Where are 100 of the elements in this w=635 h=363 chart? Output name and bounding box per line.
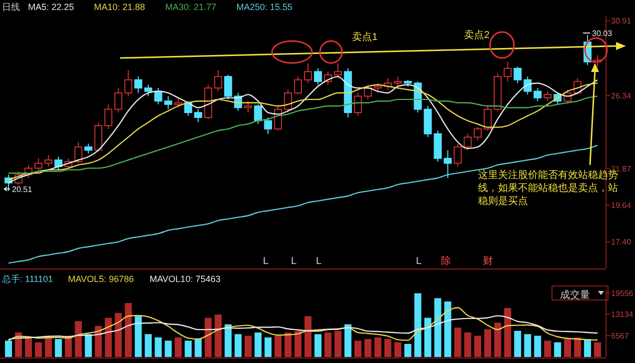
bar xyxy=(584,339,592,357)
annotation: L xyxy=(416,256,422,267)
bar xyxy=(504,308,512,357)
y-tick-label: 21.87 xyxy=(611,164,632,174)
candlestick xyxy=(514,66,522,84)
bar xyxy=(24,337,32,357)
candlestick xyxy=(464,133,472,151)
annotation: L xyxy=(316,256,322,267)
bar xyxy=(554,342,562,357)
chart-title: 日线 xyxy=(2,2,20,12)
bar xyxy=(284,332,292,357)
bar xyxy=(244,336,252,357)
y-tick-label: 17.40 xyxy=(611,238,632,247)
annotation: L xyxy=(263,256,269,267)
bar xyxy=(534,336,542,357)
candlestick xyxy=(504,61,512,82)
candlestick xyxy=(354,92,362,116)
bar xyxy=(484,329,492,357)
bar xyxy=(384,339,392,357)
bar xyxy=(214,314,222,357)
candlestick xyxy=(104,104,112,130)
bar xyxy=(34,342,42,357)
candlestick xyxy=(534,88,542,102)
y-tick-label: 13134 xyxy=(611,310,634,319)
bar xyxy=(14,332,22,357)
bar xyxy=(374,337,382,357)
bar xyxy=(434,298,442,357)
bar xyxy=(454,328,462,357)
candlestick xyxy=(454,143,462,168)
candlestick xyxy=(394,76,402,87)
candlestick xyxy=(214,70,222,92)
bar xyxy=(334,330,342,357)
candlestick xyxy=(74,142,82,164)
y-tick-label: 19556 xyxy=(611,288,634,298)
bar xyxy=(154,337,162,357)
line-series xyxy=(8,307,598,342)
bar xyxy=(114,312,122,357)
text: MA5: 22.25 xyxy=(28,2,74,12)
annotation: 20.51 xyxy=(12,185,33,194)
bar xyxy=(4,340,12,357)
y-tick-label: 30.91 xyxy=(611,16,632,26)
line-series xyxy=(8,315,598,340)
bar xyxy=(74,321,82,357)
bar xyxy=(304,316,312,357)
bar xyxy=(324,332,332,357)
candlestick xyxy=(524,76,532,96)
candlestick xyxy=(334,62,342,79)
bar xyxy=(54,339,62,357)
annotation: 财 xyxy=(483,255,493,267)
candlestick xyxy=(54,156,62,170)
candlestick xyxy=(544,90,552,102)
candlestick xyxy=(374,82,382,94)
candlestick xyxy=(114,88,122,114)
bar xyxy=(444,301,452,357)
bar xyxy=(234,334,242,357)
candlestick xyxy=(144,84,152,97)
bar xyxy=(514,330,522,357)
bar xyxy=(124,303,132,357)
annotation: 卖点1 xyxy=(352,31,378,43)
text: MA10: 21.88 xyxy=(94,2,146,12)
candlestick xyxy=(314,68,322,86)
annotation: 卖点2 xyxy=(464,29,490,41)
candlestick xyxy=(84,143,92,154)
candlestick xyxy=(304,62,312,84)
bar xyxy=(104,318,112,357)
candlestick xyxy=(224,74,232,100)
bar xyxy=(594,342,602,357)
bar xyxy=(204,318,212,357)
bar xyxy=(354,340,362,357)
bar xyxy=(524,334,532,357)
bar xyxy=(474,336,482,357)
bar xyxy=(314,334,322,357)
candlestick xyxy=(44,154,52,168)
bar xyxy=(544,340,552,357)
candlestick xyxy=(264,116,272,134)
candlestick xyxy=(254,104,262,124)
bar xyxy=(564,339,572,357)
annotation: L xyxy=(291,256,297,267)
y-tick-label: 26.34 xyxy=(611,91,632,100)
candlestick xyxy=(34,158,42,172)
bar xyxy=(94,326,102,357)
candlestick xyxy=(124,70,132,97)
bar xyxy=(254,332,262,357)
bar xyxy=(294,330,302,357)
bar xyxy=(184,340,192,357)
candlestick xyxy=(444,150,452,178)
bar xyxy=(164,340,172,357)
text: MA250: 15.55 xyxy=(236,2,292,12)
candlestick xyxy=(484,106,492,132)
bar xyxy=(394,342,402,357)
text: MA30: 21.77 xyxy=(165,2,216,12)
candlestick xyxy=(164,96,172,110)
text: MAVOL10: 75463 xyxy=(150,274,220,284)
candlestick xyxy=(244,100,252,114)
annotation: 除 xyxy=(441,255,451,267)
bar xyxy=(494,322,502,357)
candlestick xyxy=(194,108,202,123)
candlestick xyxy=(174,97,182,108)
candlestick xyxy=(474,126,482,141)
candlestick xyxy=(284,89,292,114)
